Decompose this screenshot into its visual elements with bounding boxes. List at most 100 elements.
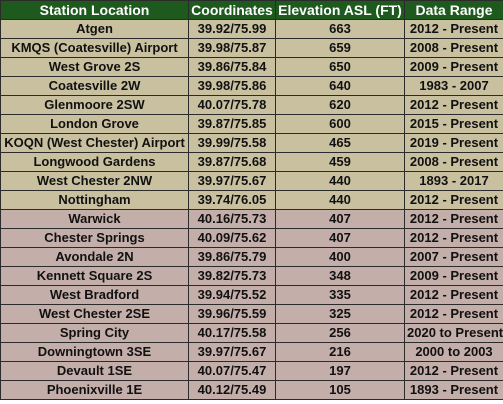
table-row: West Bradford 39.94/75.52 335 2012 - Presen… [0, 285, 503, 305]
station-location-cell: KMQS (Coatesville) Airport [0, 38, 189, 58]
data-range-cell: 2015 - Present [404, 114, 503, 134]
data-range-cell: 2012 - Present [404, 304, 503, 324]
table-row: KOQN (West Chester) Airport 39.99/75.58 46… [0, 133, 503, 153]
elevation-cell: 620 [275, 95, 405, 115]
elevation-cell: 640 [275, 76, 405, 96]
coordinates-cell: 39.82/75.73 [188, 266, 276, 286]
elevation-cell: 407 [275, 209, 405, 229]
table-row: Chester Springs 40.09/75.62 407 2012 - Pres… [0, 228, 503, 248]
station-location-cell: Nottingham [0, 190, 189, 210]
station-location-cell: West Chester 2NW [0, 171, 189, 191]
table-row: Avondale 2N 39.86/75.79 400 2007 - Present [0, 247, 503, 267]
elevation-cell: 216 [275, 342, 405, 362]
elevation-cell: 197 [275, 361, 405, 381]
station-location-cell: West Bradford [0, 285, 189, 305]
table-row: Glenmoore 2SW 40.07/75.78 620 2012 - Presen… [0, 95, 503, 115]
coordinates-cell: 39.87/75.85 [188, 114, 276, 134]
elevation-cell: 335 [275, 285, 405, 305]
coordinates-cell: 39.97/75.67 [188, 342, 276, 362]
station-location-cell: Coatesville 2W [0, 76, 189, 96]
data-range-cell: 2009 - Present [404, 57, 503, 77]
station-location-cell: West Chester 2SE [0, 304, 189, 324]
elevation-cell: 440 [275, 190, 405, 210]
data-range-cell: 1893 - Present [404, 380, 503, 400]
coordinates-cell: 40.07/75.47 [188, 361, 276, 381]
table-row: West Chester 2NW 39.97/75.67 440 1893 - 201… [0, 171, 503, 191]
table-row: Phoenixville 1E 40.12/75.49 105 1893 - Pres… [0, 380, 503, 400]
data-range-cell: 2020 to Present [404, 323, 503, 343]
coordinates-cell: 39.86/75.79 [188, 247, 276, 267]
data-range-cell: 2012 - Present [404, 228, 503, 248]
header-elevation: Elevation ASL (FT) [275, 0, 405, 20]
coordinates-cell: 39.74/76.05 [188, 190, 276, 210]
table-row: KMQS (Coatesville) Airport 39.98/75.87 659… [0, 38, 503, 58]
table-row: Atgen 39.92/75.99 663 2012 - Present [0, 19, 503, 39]
data-range-cell: 1983 - 2007 [404, 76, 503, 96]
coordinates-cell: 40.12/75.49 [188, 380, 276, 400]
elevation-cell: 459 [275, 152, 405, 172]
table-row: Kennett Square 2S 39.82/75.73 348 2009 - Pr… [0, 266, 503, 286]
table-row: Nottingham 39.74/76.05 440 2012 - Present [0, 190, 503, 210]
data-range-cell: 2012 - Present [404, 190, 503, 210]
table-row: West Chester 2SE 39.96/75.59 325 2012 - Pre… [0, 304, 503, 324]
data-range-cell: 2019 - Present [404, 133, 503, 153]
coordinates-cell: 40.16/75.73 [188, 209, 276, 229]
coordinates-cell: 40.17/75.58 [188, 323, 276, 343]
coordinates-cell: 39.99/75.58 [188, 133, 276, 153]
table-row: Longwood Gardens 39.87/75.68 459 2008 - Pre… [0, 152, 503, 172]
station-location-cell: Warwick [0, 209, 189, 229]
data-range-cell: 2008 - Present [404, 38, 503, 58]
header-data-range: Data Range [404, 0, 503, 20]
station-location-cell: West Grove 2S [0, 57, 189, 77]
station-location-cell: Chester Springs [0, 228, 189, 248]
coordinates-cell: 39.98/75.87 [188, 38, 276, 58]
coordinates-cell: 40.07/75.78 [188, 95, 276, 115]
table-row: Downingtown 3SE 39.97/75.67 216 2000 to 200… [0, 342, 503, 362]
elevation-cell: 325 [275, 304, 405, 324]
elevation-cell: 663 [275, 19, 405, 39]
coordinates-cell: 39.87/75.68 [188, 152, 276, 172]
header-row: Station Location Coordinates Elevation A… [0, 0, 503, 20]
coordinates-cell: 39.94/75.52 [188, 285, 276, 305]
elevation-cell: 256 [275, 323, 405, 343]
coordinates-cell: 39.98/75.86 [188, 76, 276, 96]
station-location-cell: Kennett Square 2S [0, 266, 189, 286]
data-range-cell: 2007 - Present [404, 247, 503, 267]
elevation-cell: 650 [275, 57, 405, 77]
coordinates-cell: 40.09/75.62 [188, 228, 276, 248]
table-row: West Grove 2S 39.86/75.84 650 2009 - Presen… [0, 57, 503, 77]
station-location-cell: KOQN (West Chester) Airport [0, 133, 189, 153]
station-location-cell: Atgen [0, 19, 189, 39]
elevation-cell: 407 [275, 228, 405, 248]
data-range-cell: 2012 - Present [404, 361, 503, 381]
station-location-cell: Devault 1SE [0, 361, 189, 381]
data-range-cell: 2000 to 2003 [404, 342, 503, 362]
station-location-cell: London Grove [0, 114, 189, 134]
station-location-cell: Spring City [0, 323, 189, 343]
table-row: Warwick 40.16/75.73 407 2012 - Present [0, 209, 503, 229]
station-location-cell: Phoenixville 1E [0, 380, 189, 400]
data-range-cell: 2012 - Present [404, 285, 503, 305]
coordinates-cell: 39.92/75.99 [188, 19, 276, 39]
elevation-cell: 348 [275, 266, 405, 286]
table-row: London Grove 39.87/75.85 600 2015 - Present [0, 114, 503, 134]
table-row: Spring City 40.17/75.58 256 2020 to Present [0, 323, 503, 343]
data-range-cell: 2009 - Present [404, 266, 503, 286]
coordinates-cell: 39.86/75.84 [188, 57, 276, 77]
data-range-cell: 2008 - Present [404, 152, 503, 172]
header-coordinates: Coordinates [188, 0, 276, 20]
station-location-cell: Avondale 2N [0, 247, 189, 267]
data-range-cell: 2012 - Present [404, 19, 503, 39]
station-location-cell: Glenmoore 2SW [0, 95, 189, 115]
data-range-cell: 1893 - 2017 [404, 171, 503, 191]
elevation-cell: 440 [275, 171, 405, 191]
table-body: Atgen 39.92/75.99 663 2012 - Present KMQS (C… [0, 19, 503, 400]
data-range-cell: 2012 - Present [404, 95, 503, 115]
station-location-cell: Longwood Gardens [0, 152, 189, 172]
elevation-cell: 600 [275, 114, 405, 134]
coordinates-cell: 39.96/75.59 [188, 304, 276, 324]
elevation-cell: 465 [275, 133, 405, 153]
elevation-cell: 400 [275, 247, 405, 267]
header-station-location: Station Location [0, 0, 189, 20]
